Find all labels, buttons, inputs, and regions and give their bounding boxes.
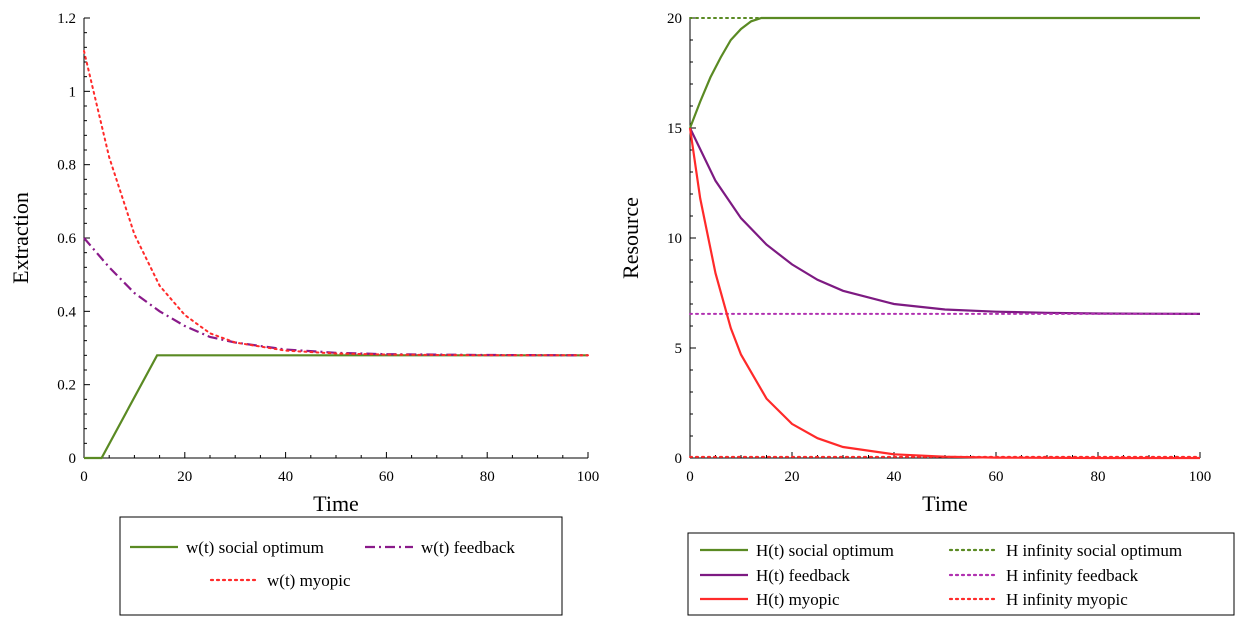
- x-axis-label: Time: [313, 491, 359, 516]
- legend: w(t) social optimum w(t) feedback w(t) myo…: [119, 516, 563, 616]
- x-tick-label: 100: [577, 469, 600, 485]
- legend-box: [687, 532, 1235, 616]
- x-tick-label: 100: [1189, 469, 1212, 485]
- y-tick-label: 0.4: [57, 304, 76, 320]
- y-axis-label: Resource: [618, 197, 643, 279]
- y-tick-label: 10: [667, 231, 682, 247]
- x-tick-label: 80: [1091, 469, 1106, 485]
- y-tick-label: 0.8: [57, 158, 76, 174]
- chart-1: 0 20 40 60 80 100 0 0.2 0.4 0.6 0.8 1 1.2 Time Extract…: [8, 11, 600, 616]
- x-tick-label: 80: [480, 469, 495, 485]
- x-tick-label: 60: [989, 469, 1004, 485]
- y-tick-label: 5: [675, 341, 683, 357]
- legend-entry-label: H infinity myopic: [1006, 590, 1128, 609]
- x-axis-label: Time: [922, 491, 968, 516]
- y-tick-label: 0: [675, 451, 683, 467]
- y-tick-label: 1: [69, 84, 77, 100]
- series-line-h-t-myopic: [688, 127, 1200, 460]
- legend-entry-label: H infinity feedback: [1006, 566, 1139, 585]
- x-tick-label: 0: [80, 469, 88, 485]
- series-line-h-t-social-optimum: [688, 16, 1200, 129]
- legend-entry-label: H(t) feedback: [756, 566, 850, 585]
- x-tick-label: 20: [785, 469, 800, 485]
- legend-entry-label: H infinity social optimum: [1006, 541, 1182, 560]
- y-tick-label: 0.2: [57, 378, 76, 394]
- series-line-w-t-myopic: [83, 50, 589, 357]
- y-tick-label: 1.2: [57, 11, 76, 27]
- legend-entry-label: w(t) feedback: [421, 538, 515, 557]
- legend-entry-label: w(t) social optimum: [186, 538, 324, 557]
- series-line-w-t-feedback: [83, 237, 589, 357]
- x-tick-label: 40: [278, 469, 293, 485]
- legend-entry-label: H(t) social optimum: [756, 541, 894, 560]
- series-line-w-t-social-optimum: [84, 354, 588, 460]
- x-tick-label: 60: [379, 469, 394, 485]
- series-line-h-t-feedback: [689, 127, 1201, 315]
- y-tick-label: 0: [69, 451, 77, 467]
- x-tick-label: 20: [177, 469, 192, 485]
- x-tick-label: 40: [887, 469, 902, 485]
- legend-box: [119, 516, 563, 616]
- chart-2: 0 20 40 60 80 100 0 5 10 15 20 Time Resource H(t) soc…: [618, 11, 1235, 616]
- y-tick-label: 0.6: [57, 231, 76, 247]
- y-tick-label: 20: [667, 11, 682, 27]
- y-tick-label: 15: [667, 121, 682, 137]
- legend-entry-label: H(t) myopic: [756, 590, 840, 609]
- y-axis-label: Extraction: [8, 192, 33, 284]
- x-tick-label: 0: [686, 469, 694, 485]
- legend-entry-label: w(t) myopic: [267, 571, 351, 590]
- legend: H(t) social optimum H infinity social opt…: [687, 532, 1235, 616]
